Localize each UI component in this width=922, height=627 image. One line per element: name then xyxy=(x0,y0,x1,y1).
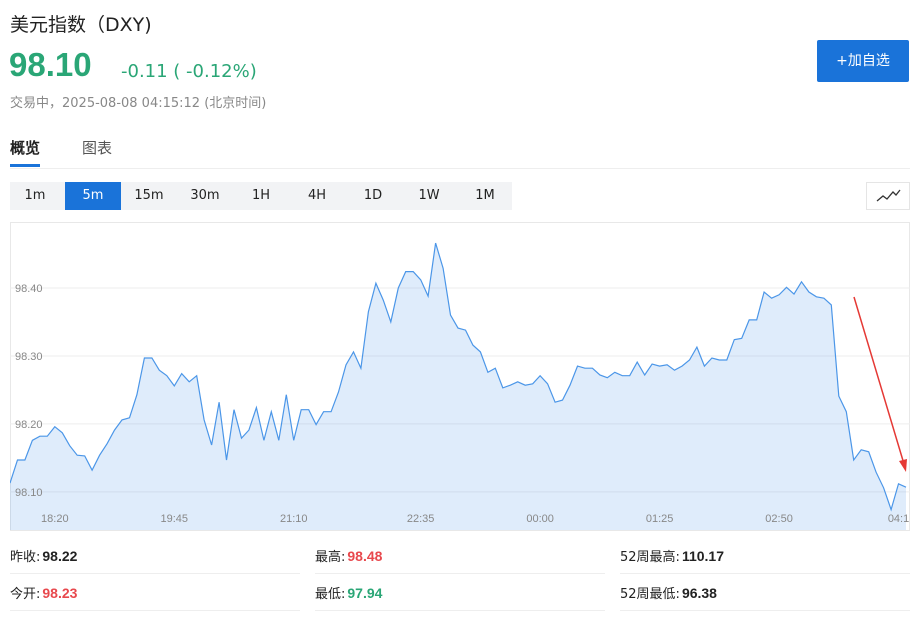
x-tick-label: 00:00 xyxy=(526,513,554,525)
interval-button[interactable]: 1H xyxy=(251,188,271,203)
stat: 最高: 98.48 xyxy=(315,546,382,565)
interval-button[interactable]: 1W xyxy=(418,188,440,203)
stat-value: 98.48 xyxy=(347,548,383,564)
add-watchlist-button[interactable]: +加自选 xyxy=(817,40,909,82)
annotation-arrow xyxy=(853,296,905,465)
chart: 98.10 98.20 98.30 98.40 18:20 19:45 21:10 22:35… xyxy=(10,222,910,531)
line xyxy=(10,242,907,512)
x-tick-label: 02:50 xyxy=(765,513,793,525)
stat-value: 96.38 xyxy=(681,585,717,601)
y-tick-label: 98.30 xyxy=(15,351,43,363)
title: 美元指数（DXY) xyxy=(10,14,152,36)
divider xyxy=(315,610,605,611)
chart-frame xyxy=(10,222,910,531)
stat-value: 98.22 xyxy=(42,548,78,564)
interval-button[interactable]: 1m xyxy=(24,188,46,203)
divider xyxy=(620,573,910,574)
interval-button[interactable]: 15m xyxy=(134,188,164,203)
interval-button[interactable]: 30m xyxy=(190,188,220,203)
stat-label: 今开: xyxy=(10,587,41,602)
stat: 昨收: 98.22 xyxy=(10,546,77,565)
stat: 52周最低: 96.38 xyxy=(620,583,717,602)
area-fill xyxy=(10,243,906,530)
interval-button[interactable]: 4H xyxy=(307,188,327,203)
divider xyxy=(10,573,300,574)
interval-button[interactable]: 1M xyxy=(475,188,495,203)
price: 98.10 xyxy=(9,46,92,83)
stat-value: 97.94 xyxy=(347,585,383,601)
y-tick-label: 98.20 xyxy=(15,419,43,431)
tab[interactable]: 概览 xyxy=(10,139,41,167)
divider xyxy=(10,168,910,169)
interval-bar: 1m 5m 15m 30m 1H 4H 1D 1W 1M xyxy=(10,182,512,210)
stat: 今开: 98.23 xyxy=(10,583,77,602)
x-tick-label: 22:35 xyxy=(407,513,435,525)
x-tick-label: 18:20 xyxy=(41,513,69,525)
tab[interactable]: 图表 xyxy=(82,139,113,157)
stat-label: 昨收: xyxy=(10,550,41,565)
y-tick-label: 98.10 xyxy=(15,487,43,499)
interval-button[interactable]: 1D xyxy=(363,188,383,203)
stat-label: 52周最高: xyxy=(620,550,680,565)
y-tick-label: 98.40 xyxy=(15,283,43,295)
x-tick-label: 04:1 xyxy=(888,513,909,525)
stat-label: 52周最低: xyxy=(620,587,680,602)
divider xyxy=(620,610,910,611)
divider xyxy=(10,610,300,611)
stat: 52周最高: 110.17 xyxy=(620,546,724,565)
divider xyxy=(315,573,605,574)
stat: 最低: 97.94 xyxy=(315,583,382,602)
chart-type-button[interactable] xyxy=(866,182,910,210)
stat-label: 最高: xyxy=(315,550,346,565)
x-tick-label: 19:45 xyxy=(161,513,189,525)
stat-label: 最低: xyxy=(315,587,346,602)
stat-value: 98.23 xyxy=(42,585,78,601)
interval-button[interactable]: 5m xyxy=(65,182,121,210)
x-tick-label: 21:10 xyxy=(280,513,308,525)
annotation-arrowhead xyxy=(899,459,907,472)
change: -0.11 ( -0.12%) xyxy=(121,61,257,82)
x-tick-label: 01:25 xyxy=(646,513,674,525)
icon xyxy=(876,189,901,202)
status: 交易中，2025-08-08 04:15:12 (北京时间) xyxy=(10,96,267,111)
stat-value: 110.17 xyxy=(681,548,724,564)
